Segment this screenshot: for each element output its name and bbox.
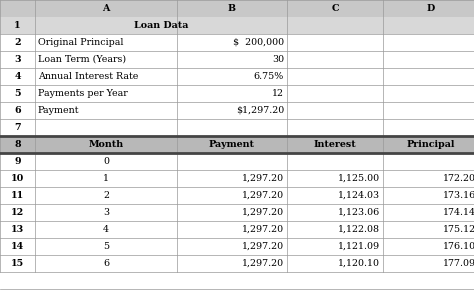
Text: 173.16: 173.16	[443, 191, 474, 200]
Text: Principal: Principal	[407, 140, 455, 149]
Text: Payment: Payment	[209, 140, 255, 149]
Text: D: D	[427, 4, 435, 13]
Bar	[0, 136, 474, 153]
Text: 7: 7	[14, 123, 21, 132]
Text: 8: 8	[14, 140, 21, 149]
Text: 1,297.20: 1,297.20	[242, 208, 284, 217]
Text: Month: Month	[89, 140, 124, 149]
Text: 1,124.03: 1,124.03	[338, 191, 380, 200]
Text: 4: 4	[14, 72, 21, 81]
Bar	[0, 238, 474, 255]
Bar	[0, 34, 474, 51]
Text: 3: 3	[103, 208, 109, 217]
Text: 1: 1	[14, 21, 21, 30]
Text: Loan Term (Years): Loan Term (Years)	[38, 55, 126, 64]
Text: 15: 15	[11, 259, 24, 268]
Text: 5: 5	[14, 89, 21, 98]
Text: 1,125.00: 1,125.00	[338, 174, 380, 183]
Text: Payments per Year: Payments per Year	[38, 89, 128, 98]
Text: 13: 13	[11, 225, 24, 234]
Text: 10: 10	[11, 174, 24, 183]
Text: Annual Interest Rate: Annual Interest Rate	[38, 72, 138, 81]
Text: 174.14: 174.14	[443, 208, 474, 217]
Text: Interest: Interest	[314, 140, 356, 149]
Text: 1,120.10: 1,120.10	[338, 259, 380, 268]
Text: 5: 5	[103, 242, 109, 251]
Text: Payment: Payment	[38, 106, 80, 115]
Text: A: A	[102, 4, 109, 13]
Bar	[0, 204, 474, 221]
Text: 0: 0	[103, 157, 109, 166]
Text: 12: 12	[11, 208, 24, 217]
Text: 6.75%: 6.75%	[254, 72, 284, 81]
Text: 1,122.08: 1,122.08	[338, 225, 380, 234]
Bar	[0, 119, 474, 136]
Text: $1,297.20: $1,297.20	[236, 106, 284, 115]
Text: 1,297.20: 1,297.20	[242, 259, 284, 268]
Text: 1,121.09: 1,121.09	[338, 242, 380, 251]
Text: 1: 1	[103, 174, 109, 183]
Bar	[0, 51, 474, 68]
Text: 1,123.06: 1,123.06	[338, 208, 380, 217]
Text: 1,297.20: 1,297.20	[242, 191, 284, 200]
Bar	[0, 0, 474, 17]
Bar	[0, 85, 474, 102]
Text: 6: 6	[14, 106, 21, 115]
Text: C: C	[331, 4, 339, 13]
Text: 2: 2	[14, 38, 21, 47]
Text: 4: 4	[103, 225, 109, 234]
Text: 30: 30	[272, 55, 284, 64]
Text: Original Principal: Original Principal	[38, 38, 124, 47]
Text: 9: 9	[14, 157, 21, 166]
Text: 177.09: 177.09	[443, 259, 474, 268]
Bar	[0, 68, 474, 85]
Text: 1,297.20: 1,297.20	[242, 174, 284, 183]
Text: 12: 12	[272, 89, 284, 98]
Text: $  200,000: $ 200,000	[233, 38, 284, 47]
Bar	[0, 153, 474, 170]
Text: 1,297.20: 1,297.20	[242, 225, 284, 234]
Bar	[0, 255, 474, 272]
Bar	[0, 17, 474, 34]
Text: 175.12: 175.12	[443, 225, 474, 234]
Text: 176.10: 176.10	[443, 242, 474, 251]
Text: B: B	[228, 4, 236, 13]
Text: 1,297.20: 1,297.20	[242, 242, 284, 251]
Bar	[0, 102, 474, 119]
Bar	[0, 187, 474, 204]
Text: Loan Data: Loan Data	[134, 21, 188, 30]
Bar	[0, 170, 474, 187]
Text: 2: 2	[103, 191, 109, 200]
Text: 3: 3	[14, 55, 21, 64]
Text: 14: 14	[11, 242, 24, 251]
Bar	[0, 221, 474, 238]
Text: 172.20: 172.20	[443, 174, 474, 183]
Text: 11: 11	[11, 191, 24, 200]
Text: 6: 6	[103, 259, 109, 268]
